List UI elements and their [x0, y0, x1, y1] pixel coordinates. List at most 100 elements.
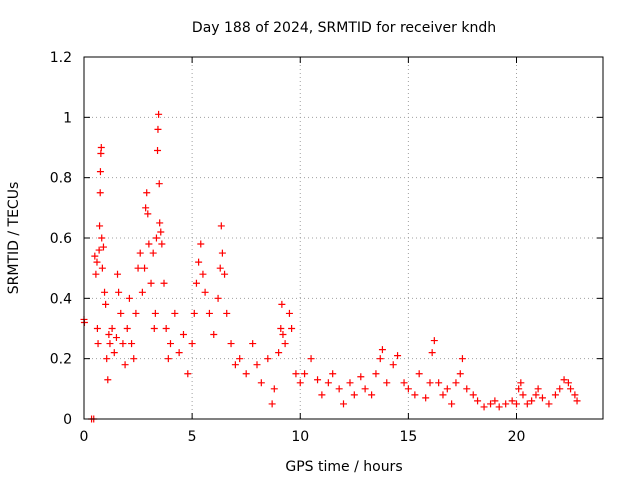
data-point — [487, 400, 495, 408]
data-point — [188, 340, 196, 348]
data-point — [99, 243, 107, 251]
data-point — [335, 385, 343, 393]
data-point — [495, 403, 503, 411]
data-point — [288, 325, 296, 332]
data-point — [279, 331, 287, 339]
data-point — [301, 370, 309, 378]
data-point — [253, 361, 261, 369]
data-point — [105, 331, 113, 339]
data-point — [452, 379, 460, 387]
data-point — [158, 240, 166, 248]
data-point — [108, 325, 116, 332]
data-point — [480, 403, 488, 411]
data-point — [115, 288, 123, 296]
data-point — [143, 189, 151, 197]
data-point — [96, 189, 104, 197]
y-tick-label: 1 — [63, 110, 72, 126]
data-point — [249, 340, 257, 348]
data-point — [147, 279, 155, 287]
data-point — [415, 370, 423, 378]
data-point — [119, 340, 127, 348]
data-point — [270, 385, 278, 393]
data-point — [404, 385, 412, 393]
data-point — [141, 264, 149, 272]
data-point — [528, 397, 536, 405]
data-point — [201, 288, 209, 296]
data-point — [91, 252, 99, 260]
y-tick-label: 0.4 — [50, 291, 72, 307]
data-point — [150, 325, 158, 332]
data-point — [346, 379, 354, 387]
data-point — [175, 349, 183, 357]
data-point — [519, 391, 527, 399]
x-tick-label: 15 — [399, 429, 417, 445]
data-point — [567, 385, 575, 393]
data-point — [324, 379, 332, 387]
data-point — [114, 270, 122, 278]
data-point — [439, 391, 447, 399]
data-point — [515, 385, 523, 393]
data-point — [112, 334, 120, 342]
x-tick-label: 5 — [188, 429, 197, 445]
data-point — [372, 370, 380, 378]
data-point — [275, 349, 283, 357]
data-point — [210, 331, 218, 339]
data-point — [95, 246, 103, 254]
data-point — [190, 309, 198, 317]
data-point — [155, 110, 163, 118]
data-point — [556, 385, 564, 393]
data-point — [149, 249, 157, 257]
data-point — [508, 397, 516, 405]
data-point — [179, 331, 187, 339]
data-point — [571, 391, 579, 399]
data-point — [110, 349, 118, 357]
data-point — [318, 391, 326, 399]
data-point — [154, 125, 162, 133]
data-point — [96, 222, 104, 230]
data-point — [350, 391, 358, 399]
data-point — [157, 228, 165, 236]
data-point — [155, 180, 163, 188]
data-point — [216, 264, 224, 272]
y-tick-label: 0.6 — [50, 231, 72, 247]
x-tick-label: 20 — [508, 429, 526, 445]
data-point — [145, 240, 153, 248]
data-point — [123, 325, 131, 332]
data-point — [428, 349, 436, 357]
x-axis-label: GPS time / hours — [285, 459, 402, 475]
data-point — [426, 379, 434, 387]
data-point — [329, 370, 337, 378]
data-point — [463, 385, 471, 393]
data-point — [184, 370, 192, 378]
data-point — [281, 340, 289, 348]
x-tick-label: 0 — [80, 429, 89, 445]
data-point — [130, 355, 138, 363]
data-point — [217, 222, 225, 230]
data-point — [144, 210, 152, 218]
data-point — [394, 352, 402, 360]
data-point — [277, 325, 285, 332]
data-point — [502, 400, 510, 408]
data-point — [132, 309, 140, 317]
data-point — [314, 376, 322, 384]
data-point — [199, 270, 207, 278]
data-point — [136, 249, 144, 257]
data-point — [513, 400, 520, 408]
data-point — [368, 391, 376, 399]
data-point — [296, 379, 304, 387]
data-point — [551, 391, 559, 399]
data-point — [357, 373, 365, 381]
data-point — [231, 361, 239, 369]
data-point — [167, 340, 174, 348]
data-point — [545, 400, 553, 408]
data-point — [164, 355, 172, 363]
data-point — [268, 400, 276, 408]
data-point — [205, 309, 213, 317]
data-point — [523, 400, 531, 408]
data-point — [573, 397, 581, 405]
points-layer — [80, 110, 581, 423]
data-point — [102, 300, 110, 308]
y-axis-label: SRMTID / TECUs — [6, 182, 22, 295]
